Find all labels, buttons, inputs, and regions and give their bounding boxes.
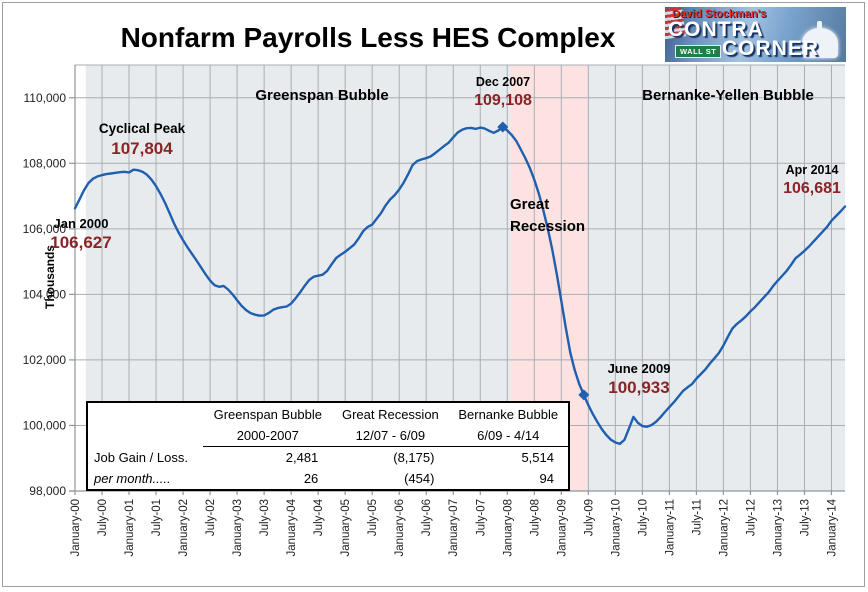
region-label-greenspan-bubble: Greenspan Bubble (255, 87, 389, 104)
table-period-cell: 2000-2007 (203, 425, 333, 447)
annotation-value: 100,933 (608, 378, 670, 398)
table-col-header: Greenspan Bubble (213, 407, 322, 422)
annotation-label: Jan 2000 (53, 216, 109, 231)
region-label-great-recession: Great Recession (510, 196, 586, 235)
table-row: per month..... 26 (454) 94 (87, 468, 569, 490)
table-value: (454) (404, 471, 435, 486)
logo-brand-top: CONTRA (668, 18, 764, 41)
table-header-row: Greenspan Bubble Great Recession Bernank… (87, 402, 569, 425)
table-period-cell: 6/09 - 4/14 (448, 425, 569, 447)
wall-street-sign: WALL ST (675, 45, 722, 58)
logo-brand-bottom: CORNER (722, 37, 820, 60)
table-value: 2,481 (285, 450, 319, 465)
summary-table: Greenspan Bubble Great Recession Bernank… (86, 401, 570, 491)
table-value: 26 (303, 471, 319, 486)
annotation-june-2009: June 2009 100,933 (588, 361, 690, 399)
capitol-dome-icon (802, 21, 838, 58)
annotation-value: 106,681 (783, 179, 841, 197)
annotation-value: 106,627 (50, 233, 112, 253)
table-corner-cell (87, 402, 203, 425)
annotation-label: Dec 2007 (475, 75, 531, 89)
table-value: (8,175) (393, 450, 435, 465)
annotation-dec-2007: Dec 2007 109,108 (453, 75, 553, 111)
annotation-label: Cyclical Peak (98, 121, 186, 136)
table-period-cell: 12/07 - 6/09 (332, 425, 449, 447)
table-period-row: 2000-2007 12/07 - 6/09 6/09 - 4/14 (87, 425, 569, 447)
table-col-header: Great Recession (341, 407, 439, 422)
logo-tagline: David Stockman's (672, 8, 767, 20)
annotation-cyclical-peak: Cyclical Peak 107,804 (92, 121, 192, 159)
annotation-label: June 2009 (607, 361, 671, 376)
region-label-bernanke-yellen-bubble: Bernanke-Yellen Bubble (642, 87, 814, 104)
table-row-label: Job Gain / Loss. (94, 449, 188, 465)
annotation-label: Apr 2014 (785, 163, 839, 177)
table-row-label: per month..... (94, 471, 171, 486)
table-col-header: Bernanke Bubble (458, 407, 559, 422)
chart-title: Nonfarm Payrolls Less HES Complex (120, 22, 616, 53)
annotation-value: 109,108 (474, 91, 532, 109)
annotation-jan-2000: Jan 2000 106,627 (44, 216, 118, 254)
contra-corner-logo: David Stockman's CONTRA WALL ST CORNER (665, 7, 846, 62)
table-value: 94 (539, 471, 554, 486)
table-row: Job Gain / Loss. 2,481 (8,175) 5,514 (87, 447, 569, 469)
table-value: 5,514 (521, 450, 554, 465)
annotation-value: 107,804 (111, 138, 173, 158)
annotation-apr-2014: Apr 2014 106,681 (773, 163, 851, 199)
